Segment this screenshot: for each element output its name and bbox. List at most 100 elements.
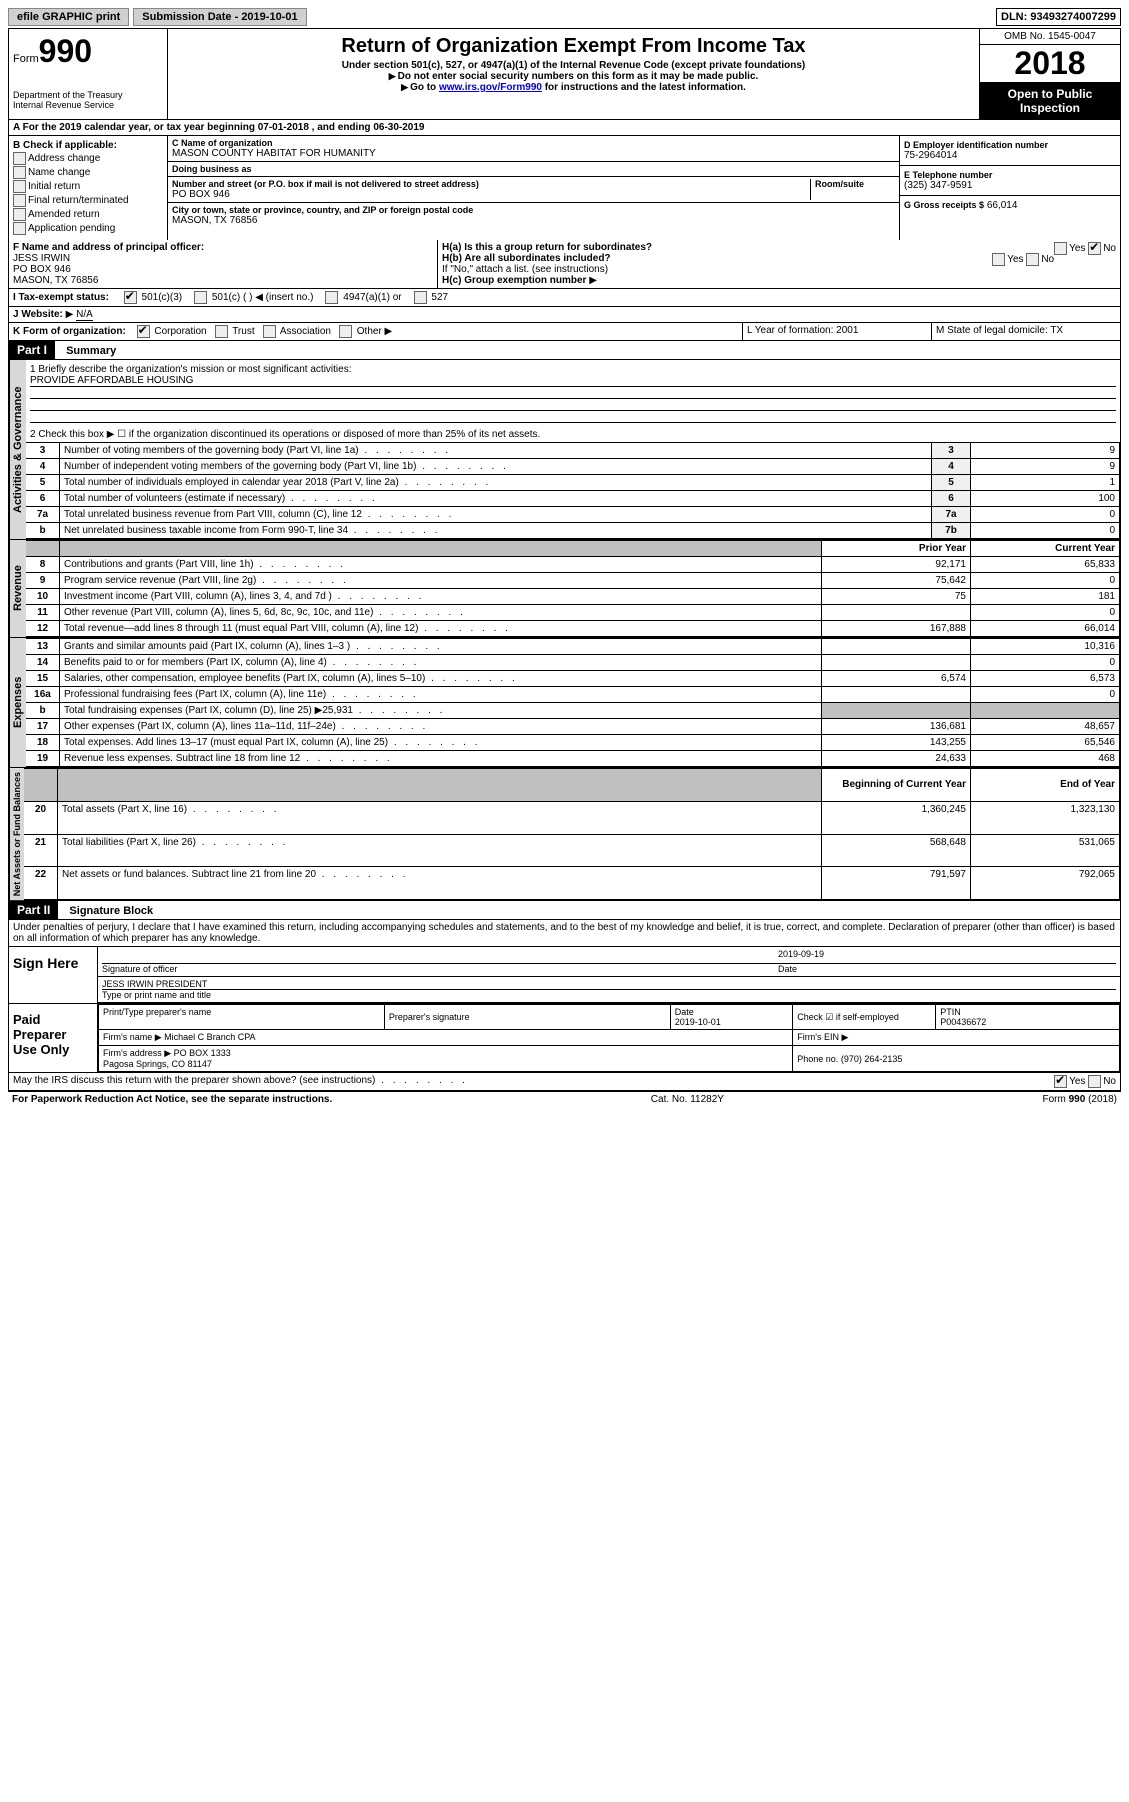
ein-value: 75-2964014 [904,150,1116,161]
form-org-opt[interactable]: Trust [215,326,255,337]
table-row: bTotal fundraising expenses (Part IX, co… [26,703,1120,719]
vert-expenses: Expenses [9,638,26,767]
tax-status-opt[interactable]: 501(c)(3) [124,292,182,303]
dept-text: Department of the Treasury Internal Reve… [13,90,163,110]
phone-label: E Telephone number [904,170,1116,180]
public-inspection: Open to PublicInspection [980,83,1120,119]
tax-status-opt[interactable]: 4947(a)(1) or [325,292,401,303]
form-org-opt[interactable]: Association [263,326,331,337]
col-d: D Employer identification number 75-2964… [899,136,1120,240]
vert-revenue: Revenue [9,540,26,637]
hb-label: H(b) Are all subordinates included? Yes … [442,253,1116,264]
gross-value: 66,014 [987,200,1018,211]
checkbox-amended-return[interactable]: Amended return [13,208,163,221]
row-fh: F Name and address of principal officer:… [9,240,1120,289]
table-row: bNet unrelated business taxable income f… [26,523,1120,539]
paid-preparer-section: Paid Preparer Use Only Print/Type prepar… [9,1003,1120,1072]
line1-label: 1 Briefly describe the organization's mi… [30,364,1116,375]
top-bar: efile GRAPHIC print Submission Date - 20… [8,8,1121,26]
perjury-text: Under penalties of perjury, I declare th… [9,919,1120,946]
officer-printed: JESS IRWIN PRESIDENT [102,979,1116,990]
sig-date: 2019-09-19 [778,949,1116,964]
table-row: 5Total number of individuals employed in… [26,475,1120,491]
discuss-yes[interactable] [1054,1075,1067,1088]
table-row: 7aTotal unrelated business revenue from … [26,507,1120,523]
section-bcd: B Check if applicable: Address changeNam… [9,136,1120,240]
checkbox-address-change[interactable]: Address change [13,152,163,165]
part2-header: Part II Signature Block [9,900,1120,919]
subtitle-3: Go to www.irs.gov/Form990 for instructio… [172,82,975,93]
table-row: 19Revenue less expenses. Subtract line 1… [26,751,1120,767]
phone-value: (325) 347-9591 [904,180,1116,191]
city-label: City or town, state or province, country… [172,205,895,215]
row-j: J Website: ▶ N/A [9,307,1120,323]
table-row: 9Program service revenue (Part VIII, lin… [26,573,1120,589]
table-row: 3Number of voting members of the governi… [26,443,1120,459]
line1-value: PROVIDE AFFORDABLE HOUSING [30,375,1116,387]
room-label: Room/suite [815,179,895,189]
form-title: Return of Organization Exempt From Incom… [172,35,975,58]
form-org-opt[interactable]: Corporation [137,326,207,337]
sign-here-label: Sign Here [9,947,98,1003]
ha-label: H(a) Is this a group return for subordin… [442,242,1116,253]
table-row: 12Total revenue—add lines 8 through 11 (… [26,621,1120,637]
col-b-title: B Check if applicable: [13,140,163,151]
vert-netassets: Net Assets or Fund Balances [9,768,24,900]
irs-link[interactable]: www.irs.gov/Form990 [439,82,542,93]
form-number: 990 [39,33,92,69]
form-ref: Form 990 (2018) [1043,1094,1117,1105]
table-row: 10Investment income (Part VIII, column (… [26,589,1120,605]
title-box: Return of Organization Exempt From Incom… [168,29,979,119]
checkbox-name-change[interactable]: Name change [13,166,163,179]
table-row: 17Other expenses (Part IX, column (A), l… [26,719,1120,735]
cat-no: Cat. No. 11282Y [651,1094,724,1105]
table-row: 20Total assets (Part X, line 16)1,360,24… [24,801,1120,834]
officer-value: JESS IRWIN PO BOX 946 MASON, TX 76856 [13,253,433,286]
discuss-no[interactable] [1088,1075,1101,1088]
subtitle-2: Do not enter social security numbers on … [172,71,975,82]
addr-value: PO BOX 946 [172,189,806,200]
form-label: Form [13,53,39,65]
table-row: 14Benefits paid to or for members (Part … [26,655,1120,671]
submission-btn: Submission Date - 2019-10-01 [133,8,306,26]
gross-label: G Gross receipts $ [904,200,984,210]
part1-header: Part I Summary [9,341,1120,359]
tax-status-opt[interactable]: 501(c) ( ) ◀ (insert no.) [194,292,313,303]
tax-status-opt[interactable]: 527 [414,292,448,303]
dln: DLN: 93493274007299 [996,8,1121,26]
vert-governance: Activities & Governance [9,360,26,539]
col-c: C Name of organization MASON COUNTY HABI… [168,136,899,240]
tax-exempt-label: I Tax-exempt status: [13,292,109,303]
tax-year: 2018 [980,45,1120,83]
subtitle-1: Under section 501(c), 527, or 4947(a)(1)… [172,60,975,71]
checkbox-initial-return[interactable]: Initial return [13,180,163,193]
row-a: A For the 2019 calendar year, or tax yea… [9,120,1120,136]
dba-label: Doing business as [172,164,895,174]
form-container: Form990 Department of the Treasury Inter… [8,28,1121,1091]
city-value: MASON, TX 76856 [172,215,895,226]
year-formation: L Year of formation: 2001 [742,323,931,340]
efile-btn[interactable]: efile GRAPHIC print [8,8,129,26]
row-klm: K Form of organization: Corporation Trus… [9,323,1120,341]
officer-signature[interactable] [102,949,778,964]
website-value: N/A [76,309,93,321]
pra-notice: For Paperwork Reduction Act Notice, see … [12,1094,332,1105]
checkbox-application-pending[interactable]: Application pending [13,222,163,235]
table-row: 13Grants and similar amounts paid (Part … [26,639,1120,655]
checkbox-final-return-terminated[interactable]: Final return/terminated [13,194,163,207]
officer-label: F Name and address of principal officer: [13,242,433,253]
form-org-opt[interactable]: Other ▶ [339,326,392,337]
form-box: Form990 Department of the Treasury Inter… [9,29,168,119]
col-b: B Check if applicable: Address changeNam… [9,136,168,240]
ein-label: D Employer identification number [904,140,1116,150]
sign-here-section: Sign Here Signature of officer 2019-09-1… [9,946,1120,1003]
header-row: Form990 Department of the Treasury Inter… [9,29,1120,120]
table-row: 6Total number of volunteers (estimate if… [26,491,1120,507]
name-label: C Name of organization [172,138,895,148]
paid-preparer-label: Paid Preparer Use Only [9,1004,98,1072]
table-row: 16aProfessional fundraising fees (Part I… [26,687,1120,703]
table-row: 22Net assets or fund balances. Subtract … [24,867,1120,900]
table-row: 21Total liabilities (Part X, line 26)568… [24,834,1120,867]
table-row: 18Total expenses. Add lines 13–17 (must … [26,735,1120,751]
table-row: 15Salaries, other compensation, employee… [26,671,1120,687]
